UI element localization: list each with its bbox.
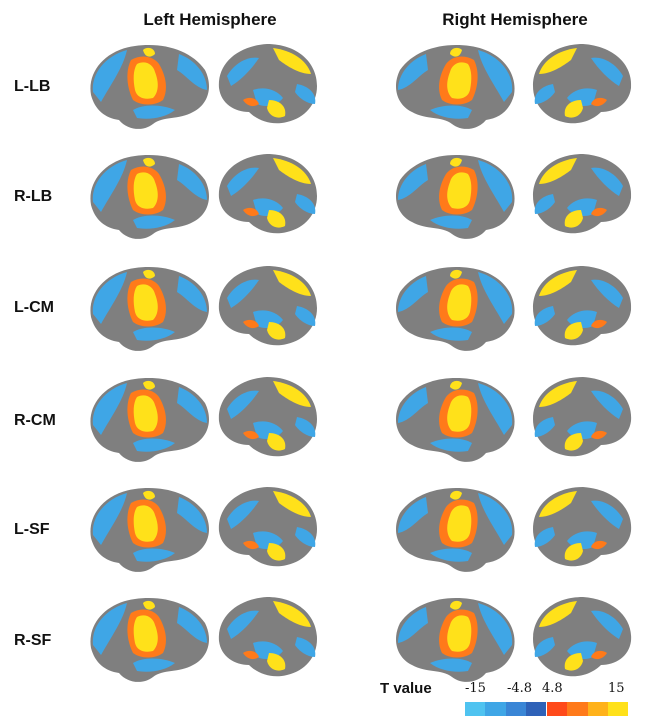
right-lateral-brain bbox=[392, 483, 522, 578]
col-header-left: Left Hemisphere bbox=[143, 10, 277, 29]
row-label-2: R-LB bbox=[14, 188, 53, 205]
col-header-right: Right Hemisphere bbox=[442, 10, 588, 29]
right-lateral-brain bbox=[392, 40, 522, 135]
right-medial-brain bbox=[527, 150, 637, 242]
legend-tick-pos-threshold: 4.8 bbox=[542, 681, 563, 696]
right-medial-brain bbox=[527, 262, 637, 354]
right-lateral-brain bbox=[392, 150, 522, 245]
left-lateral-brain bbox=[83, 373, 213, 468]
left-medial-brain bbox=[213, 483, 323, 575]
right-medial-brain bbox=[527, 373, 637, 465]
legend-tick-min: -15 bbox=[465, 681, 486, 696]
right-medial-brain bbox=[527, 40, 637, 132]
left-medial-brain bbox=[213, 593, 323, 685]
right-lateral-brain bbox=[392, 262, 522, 357]
left-lateral-brain bbox=[83, 40, 213, 135]
legend-swatch bbox=[465, 702, 486, 716]
left-medial-brain bbox=[213, 373, 323, 465]
row-label-5: L-SF bbox=[14, 521, 50, 538]
legend-swatch bbox=[525, 702, 546, 716]
left-lateral-brain bbox=[83, 262, 213, 357]
legend-tick-max: 15 bbox=[608, 681, 625, 696]
t-value-legend: T value -15 -4.8 4.8 15 bbox=[380, 680, 642, 716]
row-label-1: L-LB bbox=[14, 78, 51, 95]
legend-bar-negative bbox=[465, 702, 546, 716]
legend-bar-positive bbox=[547, 702, 628, 716]
left-medial-brain bbox=[213, 150, 323, 242]
left-lateral-brain bbox=[83, 593, 213, 688]
row-label-6: R-SF bbox=[14, 632, 52, 649]
right-medial-brain bbox=[527, 593, 637, 685]
legend-swatch bbox=[587, 702, 608, 716]
left-medial-brain bbox=[213, 262, 323, 354]
row-label-4: R-CM bbox=[14, 412, 56, 429]
left-lateral-brain bbox=[83, 483, 213, 578]
row-label-3: L-CM bbox=[14, 299, 54, 316]
legend-swatch bbox=[607, 702, 628, 716]
legend-title: T value bbox=[380, 680, 432, 697]
legend-swatch bbox=[567, 702, 588, 716]
left-medial-brain bbox=[213, 40, 323, 132]
right-lateral-brain bbox=[392, 373, 522, 468]
right-lateral-brain bbox=[392, 593, 522, 688]
legend-swatch bbox=[485, 702, 506, 716]
right-medial-brain bbox=[527, 483, 637, 575]
left-lateral-brain bbox=[83, 150, 213, 245]
legend-swatch bbox=[505, 702, 526, 716]
legend-swatch bbox=[547, 702, 568, 716]
legend-tick-neg-threshold: -4.8 bbox=[507, 681, 533, 696]
